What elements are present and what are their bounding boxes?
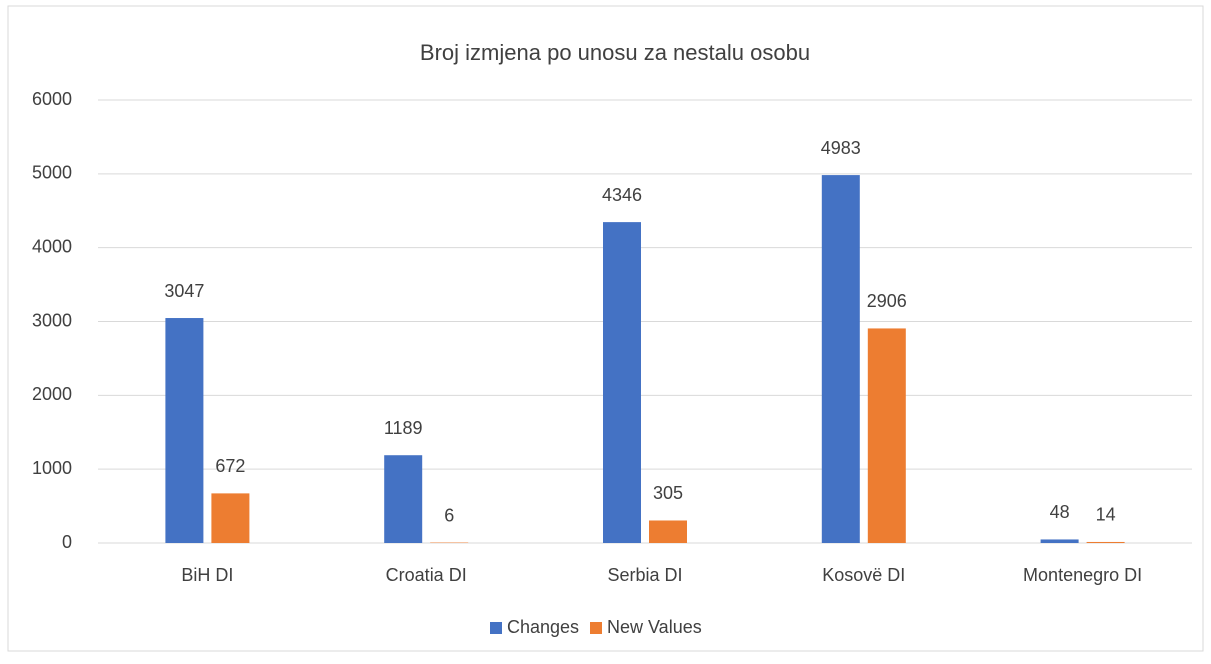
bar — [165, 318, 203, 543]
bar — [1087, 542, 1125, 543]
x-tick-label: Kosovë DI — [822, 565, 905, 585]
y-tick-label: 2000 — [32, 384, 72, 404]
bar — [649, 520, 687, 543]
data-label: 2906 — [867, 291, 907, 311]
legend-label: New Values — [607, 617, 702, 637]
chart-title: Broj izmjena po unosu za nestalu osobu — [420, 40, 810, 65]
bar — [1041, 539, 1079, 543]
bar — [868, 328, 906, 543]
bar — [384, 455, 422, 543]
bar — [603, 222, 641, 543]
y-tick-label: 1000 — [32, 458, 72, 478]
x-tick-label: Croatia DI — [386, 565, 467, 585]
y-tick-label: 5000 — [32, 163, 72, 183]
y-tick-label: 3000 — [32, 310, 72, 330]
data-label: 1189 — [384, 418, 423, 438]
data-label: 4346 — [602, 185, 642, 205]
y-tick-label: 6000 — [32, 89, 72, 109]
legend-label: Changes — [507, 617, 579, 637]
data-label: 4983 — [821, 138, 861, 158]
x-tick-label: BiH DI — [181, 565, 233, 585]
y-tick-label: 4000 — [32, 236, 72, 256]
legend-swatch — [590, 622, 602, 634]
legend-swatch — [490, 622, 502, 634]
bar — [211, 493, 249, 543]
data-label: 14 — [1096, 505, 1116, 525]
data-label: 3047 — [164, 281, 204, 301]
bar — [822, 175, 860, 543]
x-tick-label: Serbia DI — [607, 565, 682, 585]
data-label: 6 — [444, 505, 454, 525]
x-tick-label: Montenegro DI — [1023, 565, 1142, 585]
y-tick-label: 0 — [62, 532, 72, 552]
data-label: 672 — [215, 456, 245, 476]
data-label: 48 — [1050, 502, 1070, 522]
data-label: 305 — [653, 483, 683, 503]
